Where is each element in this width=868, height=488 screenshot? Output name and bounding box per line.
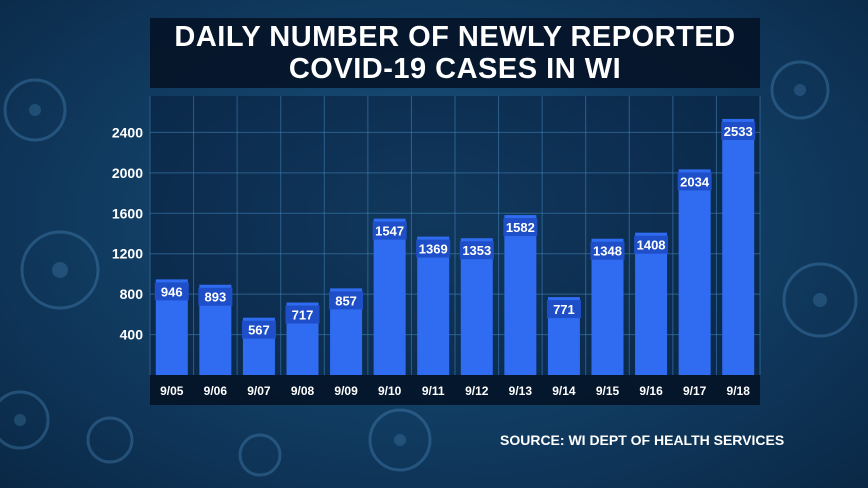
data-label: 771: [553, 302, 575, 317]
data-label: 2533: [724, 124, 753, 139]
data-label-background: [241, 320, 276, 339]
data-label: 1369: [419, 242, 448, 257]
y-tick-label: 2400: [112, 124, 143, 140]
x-tick-label: 9/07: [247, 384, 271, 398]
x-tick-label: 9/08: [291, 384, 315, 398]
data-label: 893: [205, 290, 227, 305]
bar: [417, 236, 450, 375]
data-label: 1547: [375, 224, 404, 239]
data-label-background: [590, 241, 625, 260]
x-tick-label: 9/16: [639, 384, 663, 398]
x-tick-label: 9/10: [378, 384, 402, 398]
chart-title-box: DAILY NUMBER OF NEWLY REPORTED COVID-19 …: [150, 18, 760, 88]
data-label-background: [154, 282, 189, 301]
x-tick-label: 9/11: [422, 384, 445, 398]
source-credit: SOURCE: WI DEPT OF HEALTH SERVICES: [500, 432, 785, 448]
data-label: 857: [335, 293, 357, 308]
data-label: 1348: [593, 244, 622, 259]
x-tick-label: 9/13: [509, 384, 533, 398]
y-tick-label: 400: [120, 327, 144, 343]
data-label-background: [372, 221, 407, 240]
data-label: 1408: [637, 238, 666, 253]
chart-title-line-1: DAILY NUMBER OF NEWLY REPORTED: [174, 21, 736, 53]
data-label-background: [503, 218, 538, 237]
data-label: 946: [161, 284, 183, 299]
data-label-background: [634, 235, 669, 254]
bar: [678, 169, 711, 375]
bar: [722, 118, 755, 375]
data-label: 1582: [506, 220, 535, 235]
data-label-background: [677, 172, 712, 191]
data-label-background: [329, 291, 364, 310]
bar: [460, 238, 493, 375]
x-tick-label: 9/17: [683, 384, 707, 398]
data-label: 2034: [680, 174, 710, 189]
x-tick-label: 9/05: [160, 384, 184, 398]
data-label-background: [459, 241, 494, 260]
y-tick-label: 800: [120, 286, 144, 302]
y-tick-label: 1200: [112, 246, 143, 262]
data-label: 1353: [462, 243, 491, 258]
data-label: 717: [292, 308, 314, 323]
bar: [504, 215, 537, 375]
y-tick-label: 1600: [112, 205, 143, 221]
x-tick-label: 9/18: [727, 384, 751, 398]
data-label-background: [198, 287, 233, 306]
data-label-background: [285, 305, 320, 324]
bar: [591, 238, 624, 375]
data-label-background: [416, 239, 451, 258]
x-tick-label: 9/12: [465, 384, 489, 398]
x-tick-label: 9/09: [334, 384, 358, 398]
data-label: 567: [248, 323, 270, 338]
bar: [635, 232, 668, 375]
chart-title-line-2: COVID-19 CASES IN WI: [288, 53, 622, 85]
x-axis-band: [150, 375, 760, 405]
x-tick-label: 9/15: [596, 384, 620, 398]
data-label-background: [546, 300, 581, 319]
x-tick-label: 9/14: [552, 384, 576, 398]
y-tick-label: 2000: [112, 165, 143, 181]
data-label-background: [721, 121, 756, 140]
bar: [373, 218, 406, 375]
x-tick-label: 9/06: [204, 384, 228, 398]
